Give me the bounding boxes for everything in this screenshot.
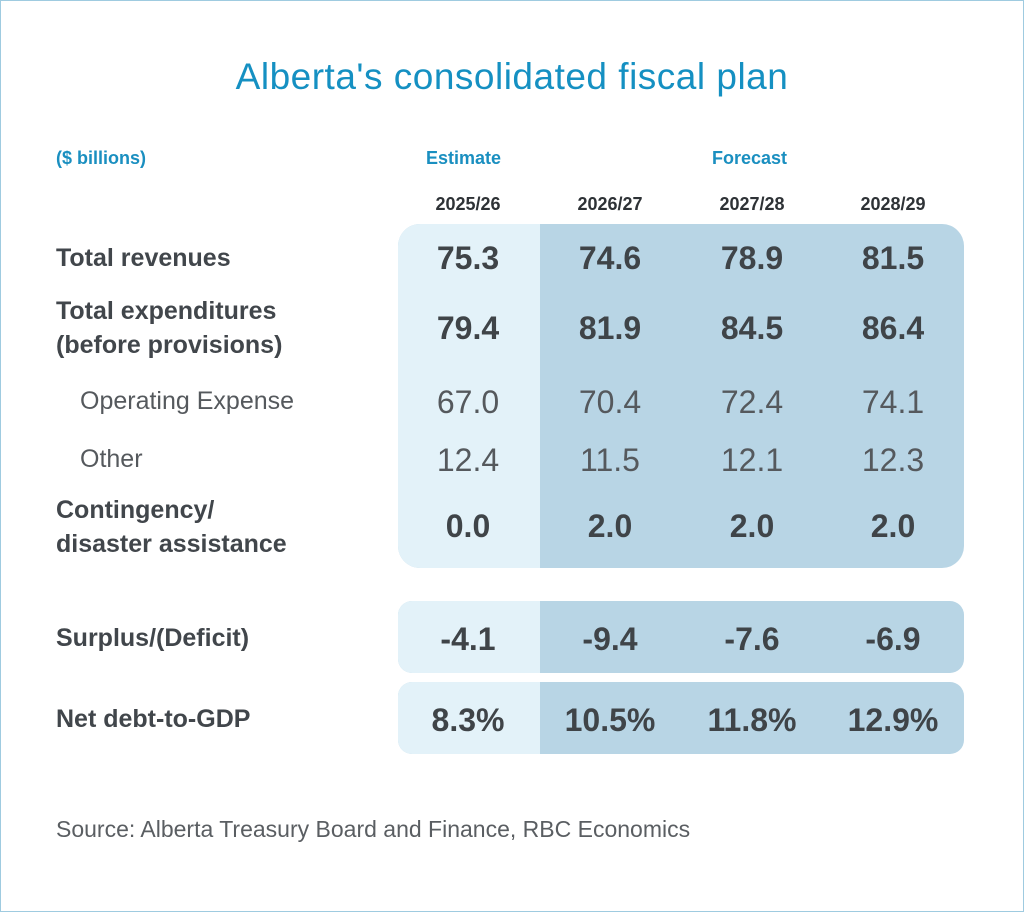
cell-value: 11.8% [707,702,797,738]
row-label: (before provisions) [56,331,283,359]
cell-value: -7.6 [724,621,780,657]
row-label: Contingency/ [56,496,215,524]
cell-value: 70.4 [578,384,642,420]
cell-value: 75.3 [436,240,500,276]
cell-value: 2.0 [729,508,775,544]
cell-value: 79.4 [436,310,500,346]
cell-value: 81.5 [861,240,925,276]
year-header: 2028/29 [860,194,926,214]
year-header: 2026/27 [577,194,643,214]
cell-value: 78.9 [720,240,784,276]
row-label: Total expenditures [56,297,277,325]
cell-value: 2.0 [870,508,916,544]
cell-value: 12.1 [720,442,784,478]
forecast-header: Forecast [712,148,788,168]
surplus-block [398,601,964,673]
row-label: Operating Expense [80,387,295,415]
estimate-header: Estimate [426,148,502,168]
cell-value: 67.0 [436,384,500,420]
source-note: Source: Alberta Treasury Board and Finan… [56,816,691,842]
cell-value: 12.4 [436,442,500,478]
cell-value: 74.1 [861,384,925,420]
cell-value: 0.0 [445,508,491,544]
row-label: Net debt-to-GDP [56,705,251,733]
cell-value: 72.4 [720,384,784,420]
debt-block [398,682,964,754]
page-title: Alberta's consolidated fiscal plan [235,56,789,97]
cell-value: 8.3% [431,702,505,738]
cell-value: 10.5% [564,702,656,738]
row-label: disaster assistance [56,530,287,558]
cell-value: 84.5 [720,310,784,346]
row-label: Total revenues [56,244,231,272]
cell-value: 74.6 [578,240,642,276]
cell-value: -9.4 [582,621,638,657]
year-header: 2025/26 [435,194,501,214]
row-label: Other [80,445,143,473]
units-label: ($ billions) [56,148,146,168]
cell-value: 12.9% [847,702,939,738]
cell-value: -4.1 [440,621,496,657]
cell-value: -6.9 [865,621,921,657]
cell-value: 86.4 [861,310,925,346]
year-header: 2027/28 [719,194,785,214]
cell-value: 12.3 [861,442,925,478]
cell-value: 11.5 [580,442,640,478]
cell-value: 2.0 [587,508,633,544]
main-values-block [398,224,964,568]
cell-value: 81.9 [578,310,642,346]
row-label: Surplus/(Deficit) [56,624,250,652]
